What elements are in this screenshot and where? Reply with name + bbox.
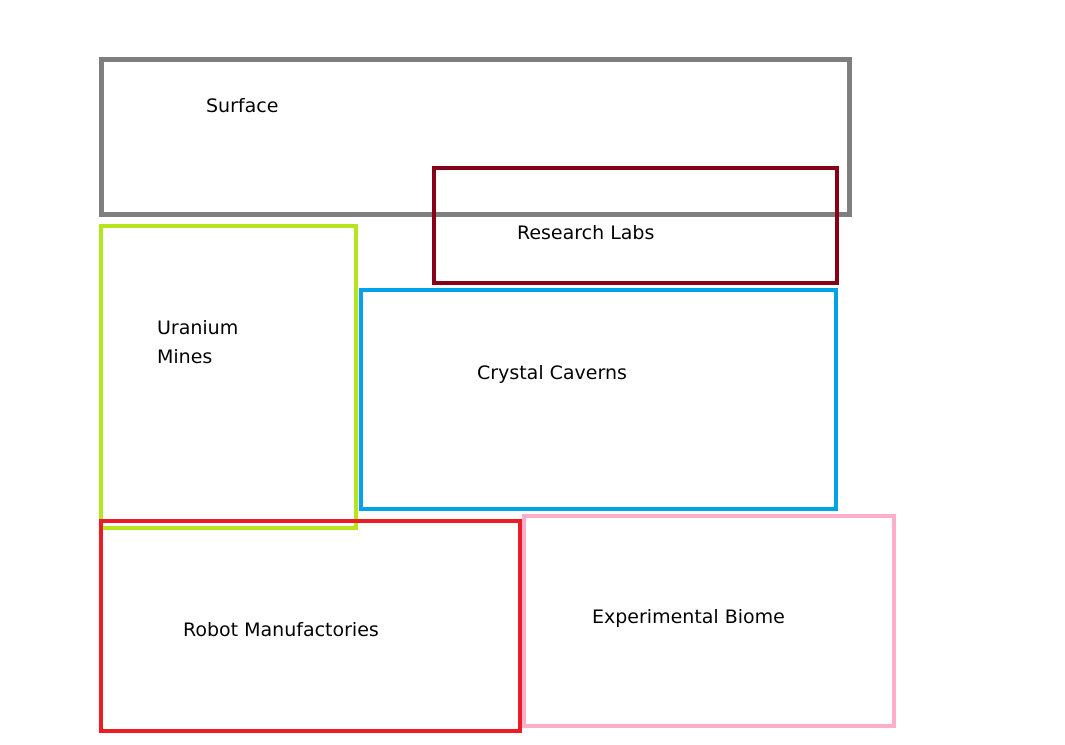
crystal-caverns-label: Crystal Caverns [477, 362, 627, 384]
uranium-mines-label: Uranium Mines [157, 314, 277, 372]
robot-manufactories-label: Robot Manufactories [183, 619, 379, 641]
research-labs-label: Research Labs [517, 222, 655, 244]
research-labs-zone-box [432, 166, 839, 285]
surface-zone-box [99, 57, 852, 217]
surface-label: Surface [206, 95, 279, 117]
robot-manufactories-zone-box [99, 519, 522, 733]
experimental-biome-label: Experimental Biome [592, 606, 785, 628]
uranium-mines-label-line2: Mines [157, 346, 213, 368]
uranium-mines-label-line1: Uranium [157, 317, 239, 339]
uranium-mines-zone-box [99, 224, 358, 530]
experimental-biome-zone-box [522, 514, 896, 728]
crystal-caverns-zone-box [359, 288, 838, 511]
